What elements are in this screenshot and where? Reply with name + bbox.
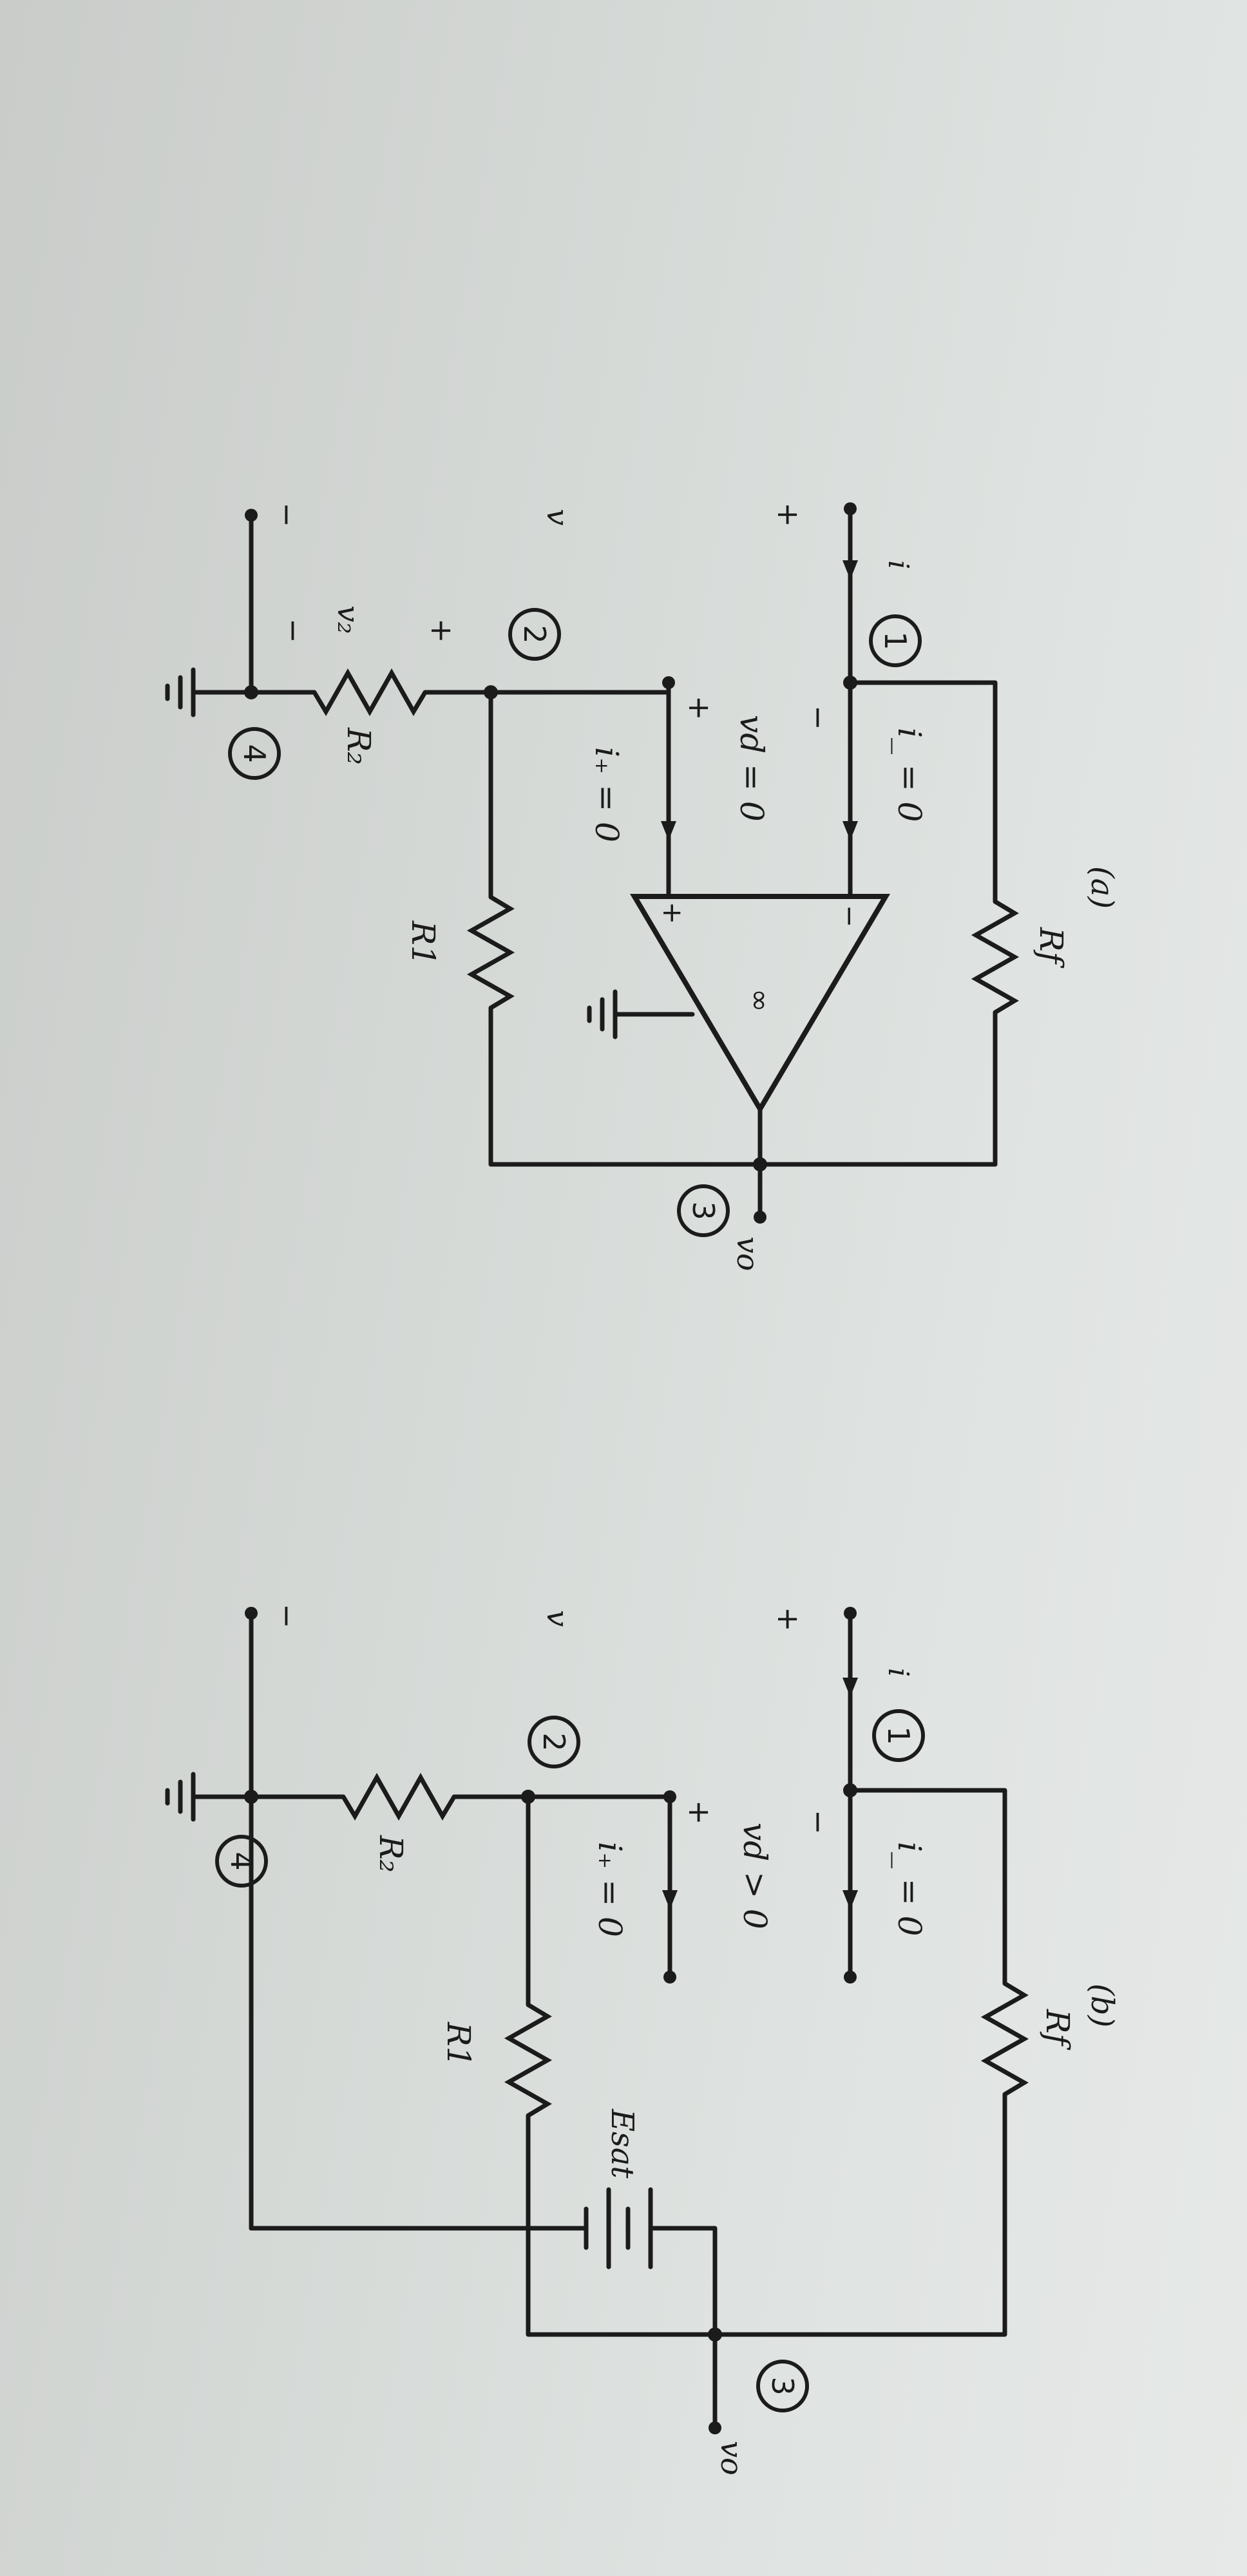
rf-wire-top-b bbox=[848, 1788, 1007, 1986]
iplus-label-b: i₊ = 0 bbox=[591, 1842, 629, 1937]
i-label-b: i bbox=[882, 1668, 915, 1677]
minus-input-a: − bbox=[801, 705, 836, 730]
node2-label-b: 2 bbox=[537, 1732, 571, 1751]
rf-label-b: Rf bbox=[1039, 2009, 1076, 2050]
caption-b: (b) bbox=[1084, 1984, 1120, 2027]
input-terminal-b bbox=[844, 1607, 857, 1620]
v2-label-a: v₂ bbox=[331, 605, 366, 634]
battery-wire-right-b bbox=[648, 2226, 718, 2337]
plus-v2-a: + bbox=[424, 618, 459, 643]
arrow-iminus-a bbox=[842, 821, 858, 840]
circuit-b bbox=[165, 1607, 1029, 2434]
iminus-label-b: i_ = 0 bbox=[891, 1842, 928, 1936]
battery-esat-b bbox=[584, 2187, 653, 2269]
output-terminal-a bbox=[754, 1211, 766, 1224]
node1-label-b: 1 bbox=[881, 1726, 916, 1745]
node4-label-a: 4 bbox=[237, 744, 272, 762]
arrow-i-a bbox=[842, 560, 858, 580]
op-amp-a bbox=[629, 894, 891, 1114]
node2-wire-b bbox=[526, 1794, 672, 2007]
arrow-i-b bbox=[842, 1678, 858, 1697]
v-label-a: v bbox=[540, 509, 575, 526]
input-terminal-a bbox=[844, 502, 857, 515]
v-label-b: v bbox=[540, 1610, 575, 1627]
opamp-inf-a: ∞ bbox=[743, 989, 776, 1012]
iplus-label-a: i₊ = 0 bbox=[588, 747, 625, 842]
node-circle-3-a bbox=[677, 1184, 730, 1237]
arrow-iplus-b bbox=[662, 1890, 678, 1909]
r2-label-a: R₂ bbox=[340, 727, 377, 765]
plus-vd-b: + bbox=[682, 1800, 717, 1825]
node-circle-4-a bbox=[228, 727, 281, 780]
node2-label-a: 2 bbox=[517, 625, 552, 643]
vd-label-a: vd = 0 bbox=[733, 715, 770, 822]
vo-label-b: vo bbox=[714, 2441, 749, 2476]
node-circle-2-b bbox=[528, 1716, 580, 1768]
labels-b: 1 2 3 4 i i_ = 0 i₊ = 0 vd > 0 v vo Rf R… bbox=[224, 1604, 1120, 2476]
noninv-terminal-b bbox=[663, 1790, 676, 1803]
labels-a: 1 2 3 4 i i_ = 0 i₊ = 0 vd = 0 v v₂ vo R… bbox=[237, 502, 1120, 1271]
resistor-rf-a bbox=[971, 899, 1020, 1015]
r1-label-a: R1 bbox=[405, 920, 442, 965]
node4-label-b: 4 bbox=[224, 1852, 259, 1870]
resistor-r1-b bbox=[504, 2002, 553, 2118]
vd-label-b: vd > 0 bbox=[736, 1823, 774, 1929]
r1-label-b: R1 bbox=[440, 2022, 477, 2067]
resistor-r1-a bbox=[466, 895, 515, 1010]
node-circle-3-b bbox=[756, 2360, 809, 2412]
resistor-rf-b bbox=[980, 1981, 1029, 2097]
circuit-a bbox=[165, 502, 1020, 1237]
vo-label-a: vo bbox=[730, 1236, 765, 1271]
r1-wire-a bbox=[488, 1005, 763, 1167]
arrow-iminus-b bbox=[842, 1890, 858, 1909]
rf-label-a: Rf bbox=[1033, 927, 1070, 969]
minus-output-b: − bbox=[270, 1604, 305, 1629]
i-label-a: i bbox=[882, 560, 915, 569]
resistor-r2-a bbox=[312, 668, 428, 717]
ground-icon-b bbox=[165, 1772, 254, 1822]
esat-label-b: Esat bbox=[604, 2108, 640, 2179]
node-circle-4-b bbox=[215, 1835, 268, 1888]
ground-icon-a bbox=[165, 667, 254, 717]
plus-vd-a: + bbox=[682, 696, 717, 721]
minus-output-a: − bbox=[270, 502, 305, 527]
rf-wire-top-a bbox=[848, 680, 998, 904]
opamp-plus-a: + bbox=[657, 902, 689, 924]
output-terminal-b bbox=[709, 2421, 721, 2434]
resistor-r2-b bbox=[341, 1772, 457, 1821]
rf-wire-bottom-b bbox=[712, 2092, 1007, 2337]
node-circle-2-a bbox=[508, 608, 561, 661]
rf-wire-bottom-a bbox=[757, 1010, 998, 1167]
r2-label-b: R₂ bbox=[372, 1835, 410, 1873]
minus-terminal-b bbox=[245, 1607, 258, 1620]
opamp-ground-icon-a bbox=[587, 989, 618, 1039]
node-circle-1-a bbox=[869, 614, 922, 667]
opamp-minus-a: − bbox=[834, 905, 866, 927]
node1-label-a: 1 bbox=[878, 631, 913, 650]
node2-wire-a bbox=[488, 690, 671, 900]
caption-a: (a) bbox=[1084, 866, 1120, 909]
inv-terminal-b bbox=[844, 1971, 857, 1984]
plus-input-b: + bbox=[771, 1607, 806, 1632]
minus-v2-a: − bbox=[276, 618, 311, 643]
node3-label-b: 3 bbox=[765, 2376, 800, 2395]
arrow-iplus-a bbox=[661, 821, 676, 840]
minus-terminal-a bbox=[245, 509, 258, 522]
minus-input-b: − bbox=[801, 1810, 836, 1835]
node3-label-a: 3 bbox=[686, 1201, 721, 1220]
ground-wire-a bbox=[249, 513, 317, 695]
ground-wire-b bbox=[249, 1611, 346, 2231]
node-circle-1-b bbox=[872, 1709, 925, 1762]
noninv-end-b bbox=[663, 1971, 676, 1984]
r1-loop-wire-b bbox=[526, 2113, 718, 2337]
noninv-terminal-a bbox=[662, 676, 675, 689]
plus-input-a: + bbox=[771, 502, 806, 527]
iminus-label-a: i_ = 0 bbox=[891, 728, 928, 822]
